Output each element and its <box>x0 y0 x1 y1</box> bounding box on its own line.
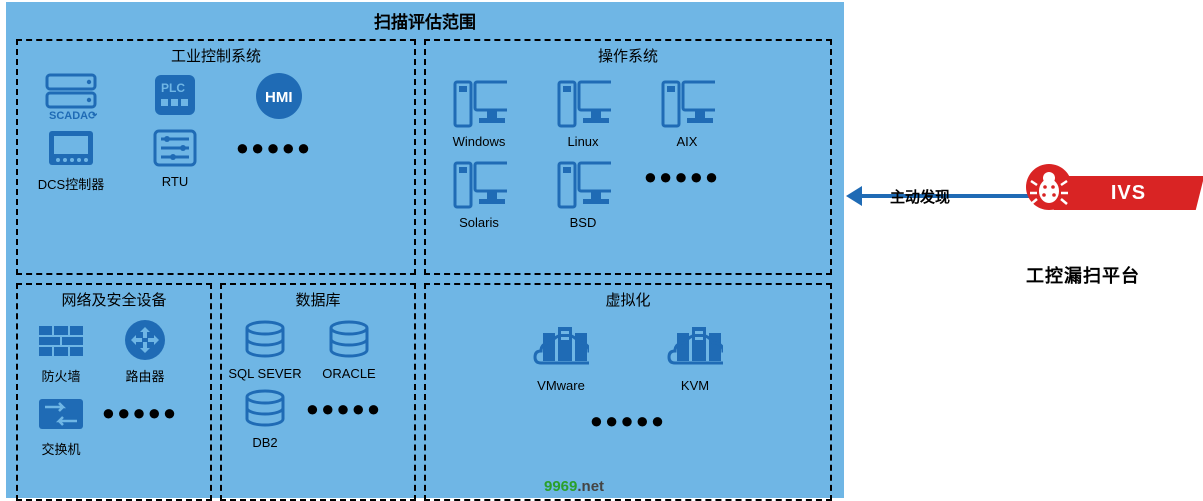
rtu-icon <box>149 125 201 171</box>
item-plc <box>130 72 220 120</box>
item-router: 路由器 <box>110 316 180 385</box>
item-kvm-label: KVM <box>681 378 709 393</box>
item-solaris-label: Solaris <box>459 215 499 230</box>
arrow-label: 主动发现 <box>890 186 950 207</box>
firewall-icon <box>35 318 87 362</box>
database-icon <box>239 318 291 362</box>
item-hmi <box>234 72 324 120</box>
more-dots: ●●●●● <box>234 124 314 172</box>
block-virt-items: VMware KVM ●●●●● <box>434 316 822 493</box>
cloud-servers-icon <box>533 319 589 373</box>
router-icon <box>119 317 171 363</box>
more-dots: ●●●●● <box>434 397 822 445</box>
item-oracle-label: ORACLE <box>322 366 375 381</box>
more-dots: ●●●●● <box>642 153 722 201</box>
scan-scope-panel: 扫描评估范围 工业控制系统 DCS控制器 <box>6 2 844 498</box>
item-bsd-label: BSD <box>570 215 597 230</box>
item-firewall-label: 防火墙 <box>41 366 80 385</box>
block-ics: 工业控制系统 DCS控制器 RTU ●● <box>16 39 416 275</box>
arrow-head-icon <box>846 186 862 206</box>
cloud-servers-icon <box>667 319 723 373</box>
dcs-icon <box>45 125 97 171</box>
ivs-banner: IVS <box>1054 176 1203 210</box>
pc-icon <box>451 74 507 130</box>
scada-icon <box>45 71 97 121</box>
item-linux-label: Linux <box>567 134 598 149</box>
switch-icon <box>35 391 87 435</box>
block-db-items: SQL SEVER ORACLE DB2 ●●●●● <box>230 316 406 493</box>
block-ics-items: DCS控制器 RTU ●●●●● <box>26 72 406 267</box>
arrow-line <box>858 194 1054 198</box>
pc-icon <box>555 155 611 211</box>
item-db2-label: DB2 <box>252 435 277 450</box>
item-linux: Linux <box>538 72 628 149</box>
item-bsd: BSD <box>538 153 628 230</box>
item-windows-label: Windows <box>453 134 506 149</box>
more-dots: ●●●●● <box>110 389 170 437</box>
block-net-items: 防火墙 路由器 交换机 ●●●●● <box>26 316 202 493</box>
pc-icon <box>451 155 507 211</box>
main-title: 扫描评估范围 <box>16 8 834 33</box>
plc-icon <box>149 73 201 119</box>
item-aix-label: AIX <box>677 134 698 149</box>
item-rtu-label: RTU <box>162 174 188 189</box>
item-rtu: RTU <box>130 124 220 193</box>
block-os: 操作系统 Windows Linux AIX Solaris <box>424 39 832 275</box>
pc-icon <box>659 74 715 130</box>
ivs-label: IVS <box>1111 182 1146 205</box>
item-solaris: Solaris <box>434 153 524 230</box>
item-mssql-label: SQL SEVER <box>228 366 301 381</box>
block-virt: 虚拟化 VMware KVM ●●●●● <box>424 283 832 501</box>
database-icon <box>239 387 291 431</box>
discovery-arrow <box>846 182 1056 210</box>
watermark: 9969.net <box>544 478 604 495</box>
item-scada <box>26 72 116 120</box>
item-kvm: KVM <box>635 316 755 393</box>
item-dcs: DCS控制器 <box>26 124 116 193</box>
block-db: 数据库 SQL SEVER ORACLE DB2 ●●●●● <box>220 283 416 501</box>
block-db-title: 数据库 <box>230 289 406 310</box>
item-oracle: ORACLE <box>314 316 384 381</box>
block-os-items: Windows Linux AIX Solaris BSD <box>434 72 822 267</box>
block-net-title: 网络及安全设备 <box>26 289 202 310</box>
item-switch: 交换机 <box>26 389 96 458</box>
hmi-icon <box>253 72 305 120</box>
item-windows: Windows <box>434 72 524 149</box>
item-dcs-label: DCS控制器 <box>38 174 104 193</box>
ivs-caption: 工控漏扫平台 <box>1026 262 1140 288</box>
more-dots: ●●●●● <box>314 385 374 433</box>
item-vmware: VMware <box>501 316 621 393</box>
pc-icon <box>555 74 611 130</box>
block-virt-title: 虚拟化 <box>434 289 822 310</box>
block-net: 网络及安全设备 防火墙 路由器 交换机 ●●●●● <box>16 283 212 501</box>
item-router-label: 路由器 <box>125 366 164 385</box>
item-db2: DB2 <box>230 385 300 450</box>
item-mssql: SQL SEVER <box>230 316 300 381</box>
database-icon <box>323 318 375 362</box>
block-ics-title: 工业控制系统 <box>26 45 406 66</box>
item-vmware-label: VMware <box>537 378 585 393</box>
block-os-title: 操作系统 <box>434 45 822 66</box>
item-switch-label: 交换机 <box>41 439 80 458</box>
item-firewall: 防火墙 <box>26 316 96 385</box>
blocks-grid: 工业控制系统 DCS控制器 RTU ●● <box>16 39 834 501</box>
item-aix: AIX <box>642 72 732 149</box>
bug-icon <box>1026 164 1072 210</box>
